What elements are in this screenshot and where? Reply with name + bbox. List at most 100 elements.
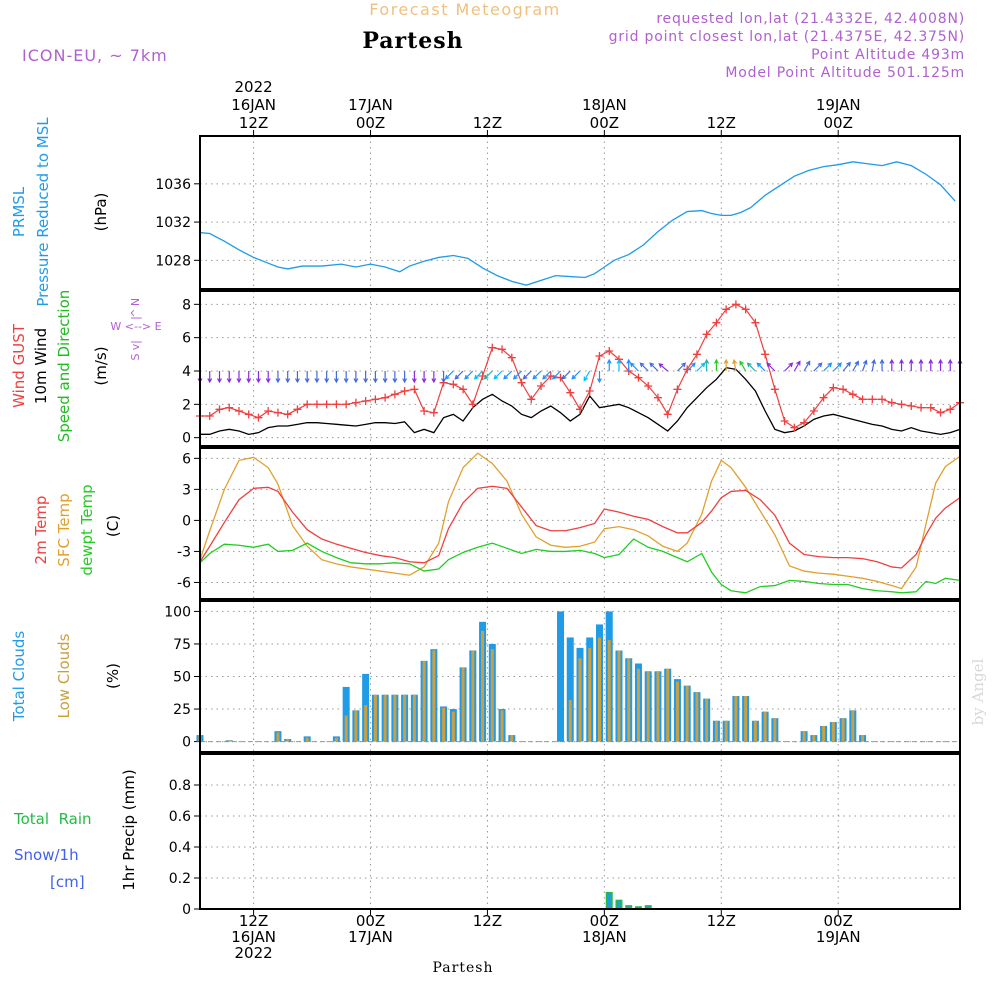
gust-point [537, 382, 546, 390]
temperature-panel: 2m Temp SFC Temp dewpt Temp (C) -6 -3 0 3 6 [32, 447, 961, 600]
gust-point [390, 390, 399, 399]
wind-direction-arrow [832, 362, 842, 372]
low-cloud-bar [227, 740, 231, 742]
y-tick-label: 0.2 [169, 871, 191, 887]
low-cloud-bar [656, 671, 660, 742]
top-axis-label: 00Z [824, 114, 853, 132]
gust-point [215, 405, 224, 414]
model-label: ICON-EU, ~ 7km [22, 46, 168, 65]
gust-point [234, 407, 243, 415]
gust-point [449, 380, 458, 389]
gust-point [926, 403, 935, 412]
low-cloud-bar [578, 658, 582, 742]
wind-direction-arrow [551, 370, 561, 380]
low-cloud-bar [471, 650, 475, 742]
wind-direction-arrow [382, 371, 388, 384]
wind-speed-dir-label: Speed and Direction [55, 290, 73, 443]
low-cloud-bar [490, 649, 494, 742]
wind-direction-arrow [333, 371, 339, 384]
wind-direction-arrow [938, 358, 943, 371]
gust-point [420, 407, 429, 415]
gust-point [400, 387, 409, 395]
panel-frame [199, 753, 961, 910]
gust-point [293, 405, 302, 414]
wind-direction-arrow [639, 362, 649, 372]
wind-direction-arrow [803, 360, 811, 372]
gust-point [322, 400, 331, 409]
low-cloud-bar [714, 720, 718, 742]
wind-direction-arrow [363, 371, 369, 384]
top-axis-label: 12Z [239, 114, 268, 132]
wind-direction-arrow [372, 371, 378, 384]
gust-point [371, 395, 380, 404]
y-tick-label: 0.6 [169, 809, 191, 825]
wind-direction-arrow [304, 371, 310, 384]
low-cloud-bar [744, 696, 748, 742]
wind-direction-arrow [928, 358, 934, 371]
wind-direction-arrow [236, 371, 242, 384]
gust-point [595, 352, 604, 360]
top-axis-label: 19JAN [816, 96, 861, 114]
gust-point [819, 393, 828, 402]
gust-point [351, 398, 360, 407]
low-cloud-bar [510, 735, 514, 742]
low-cloud-bar [685, 685, 689, 742]
low-cloud-bar [276, 732, 280, 742]
wind-direction-arrow [899, 358, 904, 371]
wind-direction-arrow [314, 371, 320, 384]
top-axis-label: 00Z [590, 114, 619, 132]
wind-direction-arrow [947, 358, 953, 371]
gust-point [644, 382, 653, 390]
wind-direction-arrow [616, 358, 622, 371]
gust-point [907, 402, 916, 410]
temp-2m-line [199, 485, 961, 569]
pressure-label-1: PRMSL [10, 186, 28, 237]
wind-direction-arrow [473, 370, 483, 380]
wind-direction-arrow [512, 370, 522, 380]
gust-point [576, 405, 584, 414]
precip-unit: 1hr Precip (mm) [120, 769, 138, 890]
gust-point [858, 395, 867, 404]
wind-direction-arrow [739, 360, 747, 372]
wind-direction-arrow [522, 370, 532, 380]
wind-direction-arrow [746, 362, 756, 372]
bottom-axis-label: 19JAN [816, 928, 861, 946]
wind-direction-arrow [889, 358, 895, 371]
gust-point [848, 390, 857, 399]
low-cloud-bar [705, 698, 709, 742]
gust-point [673, 385, 682, 394]
low-cloud-bar [627, 658, 631, 742]
gust-point [254, 413, 263, 422]
wind-direction-arrow [571, 370, 581, 380]
wind-direction-arrow [704, 358, 710, 371]
model-altitude: Model Point Altitude 501.125m [725, 65, 965, 81]
wind-direction-arrow [343, 371, 349, 384]
wind-direction-arrow [677, 362, 687, 372]
wind-direction-arrow [686, 362, 696, 372]
sfc-temp-line [199, 452, 961, 590]
wind-direction-arrow [411, 371, 417, 384]
wind-direction-arrow [879, 358, 885, 371]
gust-point [780, 417, 789, 425]
y-tick-label: 1028 [155, 253, 191, 269]
gust-point [498, 345, 507, 354]
low-cloud-bar [802, 731, 806, 742]
snow-unit-label: [cm] [50, 873, 85, 891]
gust-point [381, 393, 390, 402]
top-axis-label: 17JAN [348, 96, 393, 114]
clouds-unit: (%) [104, 663, 122, 689]
gust-point [488, 343, 497, 352]
wind-direction-arrow [207, 371, 213, 384]
wind-direction-arrow [784, 362, 794, 372]
low-cloud-bar [851, 710, 855, 742]
total-cloud-bar [342, 686, 350, 742]
low-cloud-bar [422, 660, 426, 742]
rain-bar-inner [646, 906, 650, 909]
gust-point [468, 400, 477, 409]
wind-direction-arrow [793, 360, 801, 372]
y-tick-label: 0 [182, 431, 191, 447]
gust-point [429, 408, 438, 417]
wind-direction-arrow [392, 371, 398, 384]
gust-point [634, 373, 643, 382]
